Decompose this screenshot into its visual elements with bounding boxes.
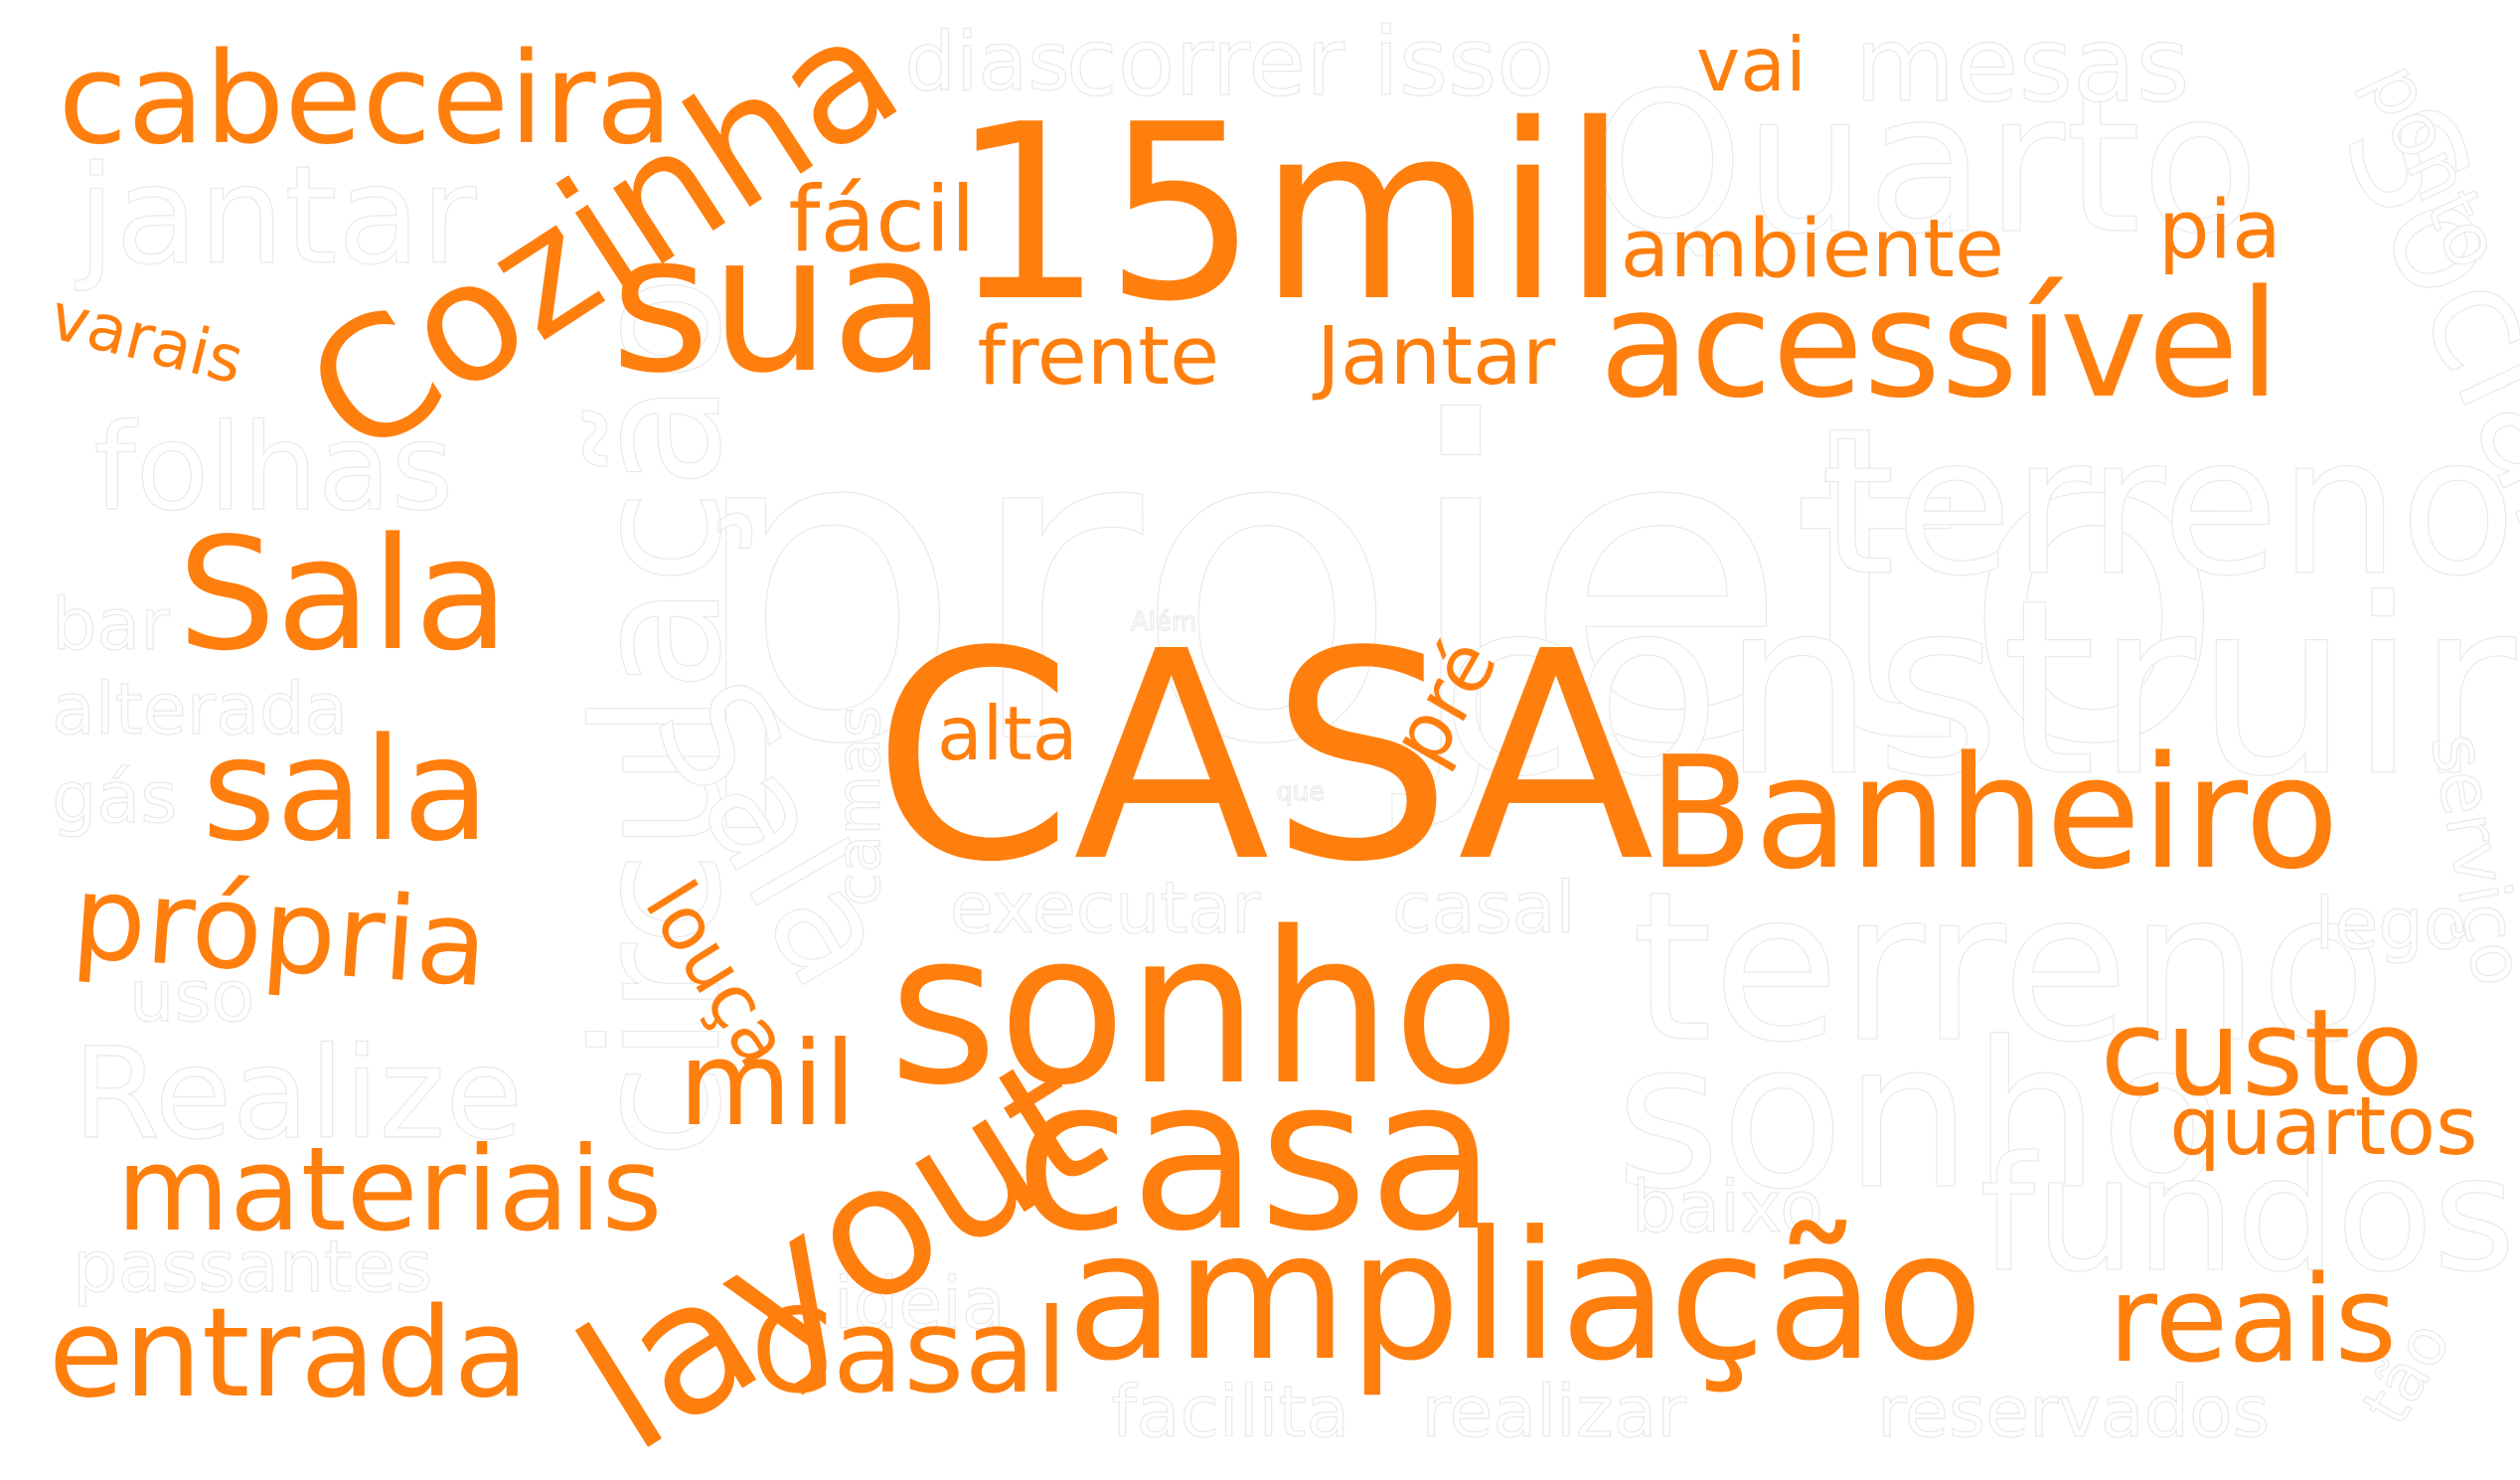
word-jantar: Jantar [1316,309,1556,404]
word-mesas: mesas [1854,4,2191,125]
word-folhas: folhas [93,399,454,539]
word-facil: fácil [788,167,976,272]
word-reservados: reservados [1876,1371,2271,1454]
word-casa-lower: casa [1014,1032,1497,1277]
word-reais: reais [2108,1250,2398,1390]
word-dias: dias [904,15,1071,109]
word-casal: Casal [750,1282,1068,1419]
word-bar: bar [51,583,170,667]
word-materiais: materiais [116,1120,663,1257]
word-sala-lower: sala [202,707,490,874]
word-sonho-ghost: sonho [1615,997,2224,1233]
word-quartos: quartos [2169,1080,2478,1175]
word-jantar-ghost: jantar [77,136,477,295]
word-alterada: alterada [51,667,349,750]
word-mil: mil [678,1016,857,1153]
word-projeto: projeto [686,331,2228,840]
word-frente: frente [977,309,1220,404]
word-15mil: 15mil [949,73,1630,356]
word-realize: Realize [73,1020,524,1168]
word-terreno-mid: terreno [1631,847,2387,1088]
word-acessivel: acessível [1599,258,2281,432]
word-realizar: realizar [1421,1371,1686,1454]
word-alem: Além [1130,606,1197,637]
word-lego: lego [2314,883,2467,966]
word-pia: pia [2157,183,2282,277]
word-gas: gás [51,756,178,840]
word-fundos: fundos [1978,1121,2516,1307]
word-facilita: facilita [1111,1371,1350,1454]
word-terreno-top: terreno [1819,396,2517,618]
word-correr: correr [1065,8,1344,118]
word-casa-upper: CASA [871,589,1654,925]
word-isso: isso [1372,8,1554,118]
word-sonho: sonho [888,887,1521,1132]
word-custo: custo [2100,983,2425,1123]
word-construir: construir [1439,548,2517,831]
word-alta: alta [936,691,1078,778]
word-cabeceira: cabeceira [58,24,674,172]
word-vai: vai [1695,22,1807,109]
word-ampliacao: ampliação [1065,1193,1984,1400]
word-casal-ghost: casal [1392,866,1576,949]
word-sala-upper: Sala [177,504,510,686]
word-entrada: entrada [48,1281,530,1425]
word-varais: varais [42,279,250,400]
word-ambiente: ambiente [1620,203,2005,297]
word-uso: uso [128,955,255,1039]
word-propria: própria [68,848,493,1014]
word-baixo: baixo [1631,1165,1823,1248]
word-executar: executar [949,866,1261,949]
word-banheiro: Banheiro [1648,722,2340,904]
word-que: que [1276,776,1326,807]
word-passantes: passantes [73,1225,433,1308]
word-quarto: Quarto [1591,52,2261,278]
word-sua: sua [610,194,948,416]
word-ideia: ideia [833,1262,1006,1346]
